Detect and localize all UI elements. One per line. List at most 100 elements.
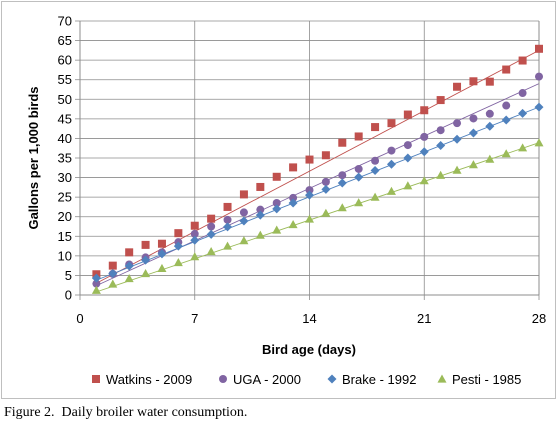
- chart-frame: 0 5 10 15 20 25 30 35 40 45 50 55 60 65 70 0 7 14 21 28 Gal…: [1, 1, 556, 399]
- data-point-watkins-2009: [321, 151, 330, 160]
- y-tick-label: 5: [65, 268, 72, 283]
- data-point-uga-2000: [354, 164, 363, 173]
- data-point-pesti-1985: [485, 154, 495, 163]
- y-tick-label: 70: [58, 14, 72, 29]
- data-point-uga-2000: [535, 72, 543, 81]
- trendline-brake-1992: [96, 106, 540, 281]
- tick-label-layer: 0 5 10 15 20 25 30 35 40 45 50 55 60 65 70 0 7 14 21 28: [58, 14, 547, 327]
- data-point-pesti-1985: [288, 220, 298, 229]
- data-point-watkins-2009: [485, 77, 494, 86]
- data-point-uga-2000: [272, 199, 281, 208]
- y-tick-label: 20: [58, 209, 72, 224]
- trendline-uga-2000: [96, 83, 540, 287]
- data-point-pesti-1985: [452, 165, 462, 174]
- data-point-brake-1992: [91, 273, 101, 283]
- figure-caption: Figure 2. Daily broiler water consumptio…: [4, 405, 248, 420]
- y-tick-label: 50: [58, 92, 72, 107]
- data-point-watkins-2009: [141, 240, 150, 249]
- data-point-watkins-2009: [239, 190, 248, 199]
- data-point-pesti-1985: [91, 285, 101, 294]
- data-point-uga-2000: [436, 126, 445, 135]
- data-point-brake-1992: [419, 147, 429, 157]
- legend-label: UGA - 2000: [233, 372, 301, 387]
- x-tick-label: 21: [417, 311, 431, 326]
- trendline-pesti-1985: [96, 142, 540, 293]
- data-point-pesti-1985: [239, 236, 249, 245]
- y-tick-label: 40: [58, 131, 72, 146]
- data-point-brake-1992: [452, 134, 462, 144]
- data-point-brake-1992: [272, 204, 282, 214]
- legend-marker-brake-1992: [327, 374, 337, 384]
- data-point-brake-1992: [518, 108, 528, 118]
- data-point-watkins-2009: [453, 82, 462, 91]
- x-axis-title: Bird age (days): [262, 342, 356, 357]
- data-point-uga-2000: [190, 229, 199, 238]
- data-point-pesti-1985: [436, 170, 446, 179]
- data-point-brake-1992: [157, 249, 167, 259]
- data-point-pesti-1985: [272, 225, 282, 234]
- y-tick-label: 10: [58, 248, 72, 263]
- legend: Watkins - 2009 UGA - 2000 Brake - 1992 Pest…: [92, 372, 521, 387]
- data-point-pesti-1985: [370, 192, 380, 201]
- legend-item: Pesti - 1985: [437, 372, 521, 387]
- data-point-pesti-1985: [354, 198, 364, 207]
- data-point-brake-1992: [288, 198, 298, 208]
- data-point-uga-2000: [321, 177, 330, 186]
- data-point-uga-2000: [239, 208, 248, 217]
- data-point-watkins-2009: [223, 202, 232, 211]
- legend-item: Brake - 1992: [327, 372, 416, 387]
- data-point-watkins-2009: [420, 106, 429, 115]
- y-tick-label: 30: [58, 170, 72, 185]
- data-point-brake-1992: [124, 261, 134, 271]
- data-point-watkins-2009: [403, 110, 412, 119]
- x-tick-label: 14: [302, 311, 316, 326]
- data-point-pesti-1985: [173, 258, 183, 267]
- data-point-pesti-1985: [124, 274, 134, 283]
- data-point-brake-1992: [321, 184, 331, 194]
- marker-layer: [91, 44, 544, 294]
- x-tick-label: 0: [76, 311, 83, 326]
- trendline-layer: [96, 49, 540, 293]
- data-point-watkins-2009: [125, 248, 134, 257]
- data-point-brake-1992: [337, 178, 347, 188]
- y-tick-label: 65: [58, 33, 72, 48]
- legend-item: Watkins - 2009: [92, 372, 192, 387]
- data-point-watkins-2009: [338, 138, 347, 147]
- data-point-uga-2000: [387, 146, 396, 155]
- data-point-pesti-1985: [419, 176, 429, 185]
- data-point-pesti-1985: [255, 230, 265, 239]
- water-consumption-chart: 0 5 10 15 20 25 30 35 40 45 50 55 60 65 70 0 7 14 21 28 Gal…: [26, 14, 547, 388]
- legend-label: Brake - 1992: [342, 372, 416, 387]
- data-point-brake-1992: [239, 216, 249, 226]
- data-point-uga-2000: [502, 101, 511, 110]
- data-point-pesti-1985: [108, 279, 118, 288]
- data-point-watkins-2009: [387, 119, 396, 128]
- data-point-uga-2000: [289, 193, 298, 202]
- x-tick-label: 7: [191, 311, 198, 326]
- y-tick-label: 45: [58, 111, 72, 126]
- data-point-uga-2000: [92, 279, 101, 288]
- legend-label: Watkins - 2009: [106, 372, 192, 387]
- data-point-brake-1992: [141, 255, 151, 265]
- data-point-brake-1992: [468, 128, 478, 138]
- data-point-pesti-1985: [468, 160, 478, 169]
- trendline-watkins-2009: [96, 49, 540, 284]
- data-point-uga-2000: [485, 109, 494, 118]
- data-point-pesti-1985: [305, 214, 314, 223]
- data-point-uga-2000: [420, 132, 429, 141]
- data-point-pesti-1985: [386, 186, 396, 195]
- data-point-pesti-1985: [157, 263, 167, 272]
- data-point-uga-2000: [207, 222, 216, 231]
- data-point-brake-1992: [501, 115, 511, 125]
- axis-layer: [75, 20, 540, 300]
- data-point-uga-2000: [453, 119, 462, 128]
- data-point-brake-1992: [223, 222, 233, 232]
- data-point-watkins-2009: [190, 221, 199, 230]
- data-point-uga-2000: [403, 141, 412, 150]
- data-point-pesti-1985: [321, 208, 331, 217]
- data-point-pesti-1985: [403, 181, 413, 190]
- y-tick-label: 60: [58, 53, 72, 68]
- data-point-watkins-2009: [354, 132, 363, 141]
- data-point-pesti-1985: [206, 247, 216, 256]
- data-point-pesti-1985: [190, 252, 200, 261]
